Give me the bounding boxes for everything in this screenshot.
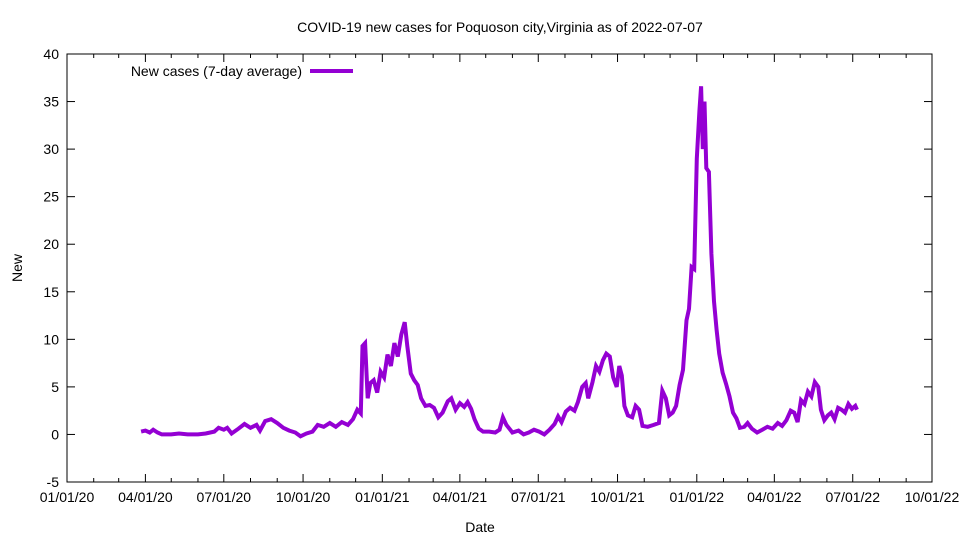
- x-axis-label: Date: [465, 519, 495, 535]
- x-tick-label: 04/01/21: [433, 489, 488, 505]
- legend-label: New cases (7-day average): [131, 63, 302, 79]
- x-tick-label: 01/01/22: [670, 489, 725, 505]
- y-tick-label: 20: [43, 236, 59, 252]
- y-tick-label: 35: [43, 94, 59, 110]
- y-tick-label: 25: [43, 189, 59, 205]
- series-layer: [140, 86, 859, 439]
- plot-area: [66, 53, 933, 483]
- y-axis-label: New: [9, 253, 25, 282]
- x-tick-label: 07/01/21: [511, 489, 566, 505]
- y-tick-label: 10: [43, 331, 59, 347]
- y-tick-label: -5: [47, 474, 60, 490]
- y-tick-label: 40: [43, 46, 59, 62]
- series-line: [140, 86, 859, 439]
- x-tick-label: 10/01/21: [590, 489, 645, 505]
- y-axis: -5 0 5 10 15 20 25 30 35 40: [43, 46, 932, 490]
- y-tick-label: 0: [51, 426, 59, 442]
- x-tick-label: 10/01/20: [276, 489, 331, 505]
- x-tick-label: 01/01/21: [355, 489, 410, 505]
- x-tick-label: 07/01/22: [825, 489, 880, 505]
- x-axis: 01/01/20 04/01/20 07/01/20 10/01/20 01/01/21…: [40, 54, 960, 505]
- y-tick-label: 30: [43, 141, 59, 157]
- chart-title: COVID-19 new cases for Poquoson city,Vir…: [297, 19, 703, 35]
- x-tick-label: 04/01/20: [118, 489, 173, 505]
- x-tick-label: 10/01/22: [905, 489, 960, 505]
- y-tick-label: 15: [43, 284, 59, 300]
- x-tick-label: 07/01/20: [197, 489, 252, 505]
- y-tick-label: 5: [51, 379, 59, 395]
- legend: New cases (7-day average): [131, 63, 353, 79]
- x-tick-label: 01/01/20: [40, 489, 95, 505]
- x-tick-label: 04/01/22: [747, 489, 802, 505]
